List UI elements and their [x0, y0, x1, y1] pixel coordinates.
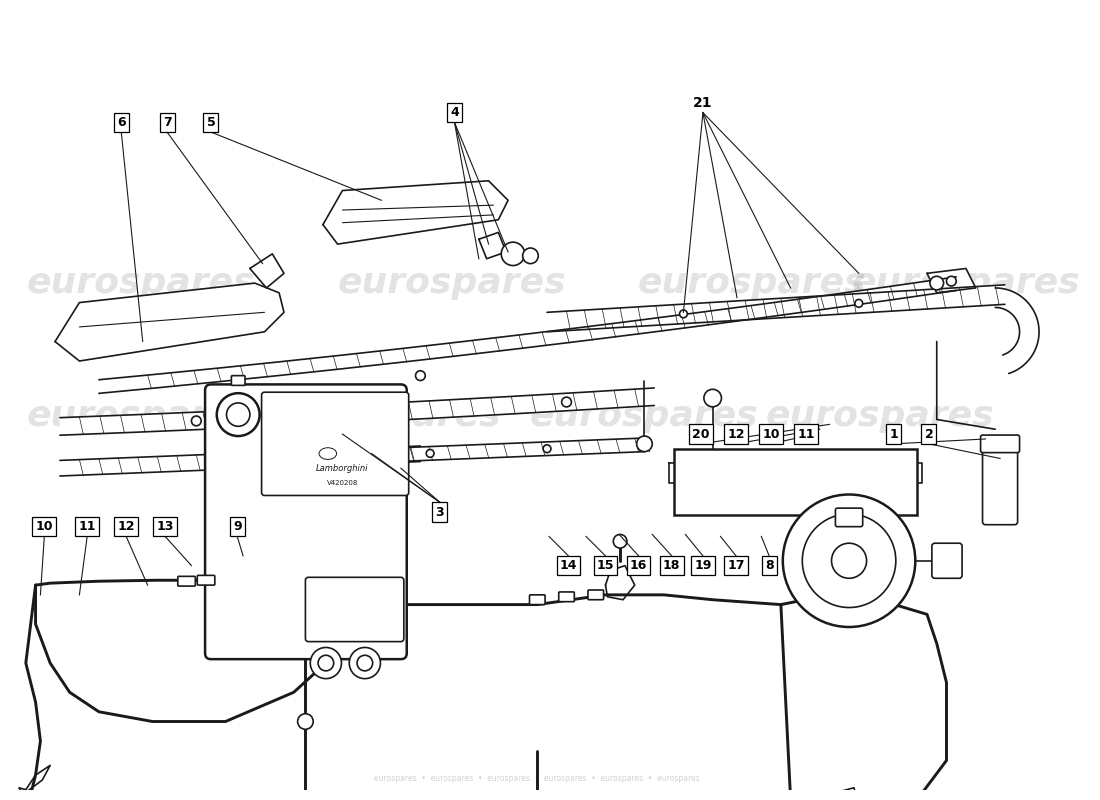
Text: Lamborghini: Lamborghini: [316, 464, 369, 473]
Text: 10: 10: [35, 520, 53, 533]
FancyBboxPatch shape: [559, 592, 574, 602]
Text: 19: 19: [694, 559, 712, 572]
Circle shape: [350, 647, 381, 678]
Polygon shape: [825, 788, 859, 800]
Polygon shape: [669, 463, 689, 483]
Text: eurospares: eurospares: [637, 266, 866, 300]
Circle shape: [704, 390, 722, 407]
Circle shape: [614, 534, 627, 548]
FancyBboxPatch shape: [673, 449, 917, 515]
FancyBboxPatch shape: [932, 543, 962, 578]
Polygon shape: [605, 566, 635, 600]
Circle shape: [358, 655, 373, 671]
Circle shape: [502, 242, 525, 266]
Text: 11: 11: [798, 427, 815, 441]
Text: 14: 14: [560, 559, 578, 572]
Text: eurospares: eurospares: [26, 398, 255, 433]
Text: 7: 7: [163, 116, 172, 129]
FancyBboxPatch shape: [588, 590, 604, 600]
Text: 15: 15: [596, 559, 614, 572]
Polygon shape: [55, 283, 284, 361]
Circle shape: [227, 403, 250, 426]
Circle shape: [376, 407, 386, 417]
Text: eurospares: eurospares: [530, 398, 759, 433]
Text: 17: 17: [727, 559, 745, 572]
Text: eurospares: eurospares: [338, 266, 565, 300]
Ellipse shape: [319, 448, 337, 459]
Text: 10: 10: [762, 427, 780, 441]
Circle shape: [930, 276, 944, 290]
Polygon shape: [250, 254, 284, 288]
FancyBboxPatch shape: [231, 376, 245, 386]
Text: 9: 9: [233, 520, 242, 533]
Circle shape: [802, 514, 895, 607]
Text: 12: 12: [118, 520, 135, 533]
Text: 8: 8: [764, 559, 773, 572]
Text: eurospares: eurospares: [26, 266, 255, 300]
Text: eurospares: eurospares: [766, 398, 994, 433]
FancyBboxPatch shape: [792, 798, 810, 800]
Circle shape: [946, 276, 956, 286]
Circle shape: [217, 393, 260, 436]
Text: 21: 21: [693, 96, 713, 110]
Text: 13: 13: [156, 520, 174, 533]
Circle shape: [318, 655, 333, 671]
Circle shape: [783, 494, 915, 627]
Circle shape: [855, 299, 862, 307]
FancyBboxPatch shape: [835, 508, 862, 526]
Circle shape: [416, 370, 426, 381]
FancyBboxPatch shape: [205, 385, 407, 659]
Circle shape: [522, 248, 538, 264]
Polygon shape: [927, 269, 976, 293]
FancyBboxPatch shape: [980, 435, 1020, 453]
FancyBboxPatch shape: [197, 575, 215, 585]
Text: 4: 4: [450, 106, 459, 119]
Text: 12: 12: [727, 427, 745, 441]
Text: 6: 6: [117, 116, 125, 129]
Circle shape: [298, 714, 314, 730]
FancyBboxPatch shape: [306, 578, 404, 642]
Text: eurospares: eurospares: [851, 266, 1080, 300]
Polygon shape: [996, 288, 1040, 374]
Circle shape: [680, 310, 688, 318]
Text: 3: 3: [436, 506, 444, 518]
Polygon shape: [19, 766, 51, 794]
Text: eurospares: eurospares: [273, 398, 502, 433]
Circle shape: [191, 416, 201, 426]
Text: V420208: V420208: [327, 480, 359, 486]
Text: 18: 18: [663, 559, 681, 572]
Circle shape: [637, 436, 652, 452]
Polygon shape: [323, 181, 508, 244]
Text: 16: 16: [630, 559, 647, 572]
Text: eurospares  •  eurospares  •  eurospares  •  eurospares  •  eurospares  •  euros: eurospares • eurospares • eurospares • e…: [374, 774, 701, 783]
Circle shape: [426, 450, 434, 458]
Text: 11: 11: [78, 520, 96, 533]
FancyBboxPatch shape: [529, 595, 546, 605]
Circle shape: [832, 543, 867, 578]
Text: 2: 2: [925, 427, 933, 441]
Circle shape: [562, 397, 571, 407]
FancyBboxPatch shape: [262, 392, 409, 495]
Circle shape: [543, 445, 551, 453]
Text: 20: 20: [692, 427, 710, 441]
FancyBboxPatch shape: [982, 446, 1018, 525]
Polygon shape: [478, 233, 506, 258]
Polygon shape: [903, 463, 922, 483]
Text: 5: 5: [207, 116, 216, 129]
FancyBboxPatch shape: [178, 576, 196, 586]
Circle shape: [310, 647, 341, 678]
Text: 1: 1: [890, 427, 899, 441]
